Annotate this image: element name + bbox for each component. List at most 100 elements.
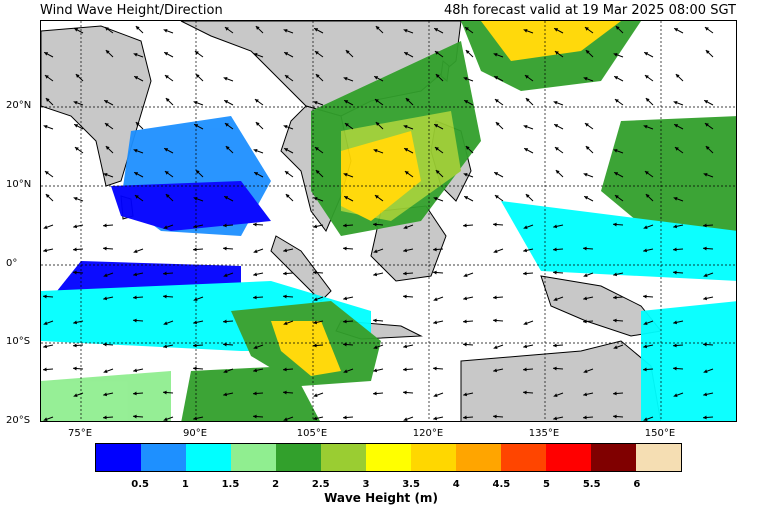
arrow-head [493, 318, 497, 323]
arrow-head [283, 321, 288, 326]
arrow-head [583, 246, 587, 251]
arrow-head [285, 194, 290, 198]
arrow-head [523, 344, 528, 349]
arrow-head [224, 27, 229, 31]
colorbar-tick-label: 3 [362, 479, 370, 490]
arrow-head [104, 27, 109, 31]
arrow-head [673, 393, 678, 398]
arrow-head [223, 392, 228, 397]
arrow-head [403, 124, 408, 129]
arrow-head [463, 415, 467, 420]
arrow-head [165, 98, 170, 102]
arrow-head [613, 345, 618, 350]
colorbar-tick-label: 4.5 [492, 479, 511, 490]
arrow-head [674, 147, 679, 151]
arrow-head [133, 249, 138, 254]
arrow-head [313, 320, 318, 325]
arrow-head [163, 344, 168, 349]
arrow-head [403, 417, 408, 421]
arrow-head [613, 414, 617, 419]
arrow-head [403, 294, 407, 299]
arrow-head [463, 296, 468, 301]
arrow-head [675, 74, 680, 78]
arrow-head [523, 248, 528, 253]
arrow-head [493, 295, 497, 300]
arrow-head [283, 271, 287, 276]
arrow-head [703, 296, 708, 301]
arrow-head [553, 393, 558, 398]
arrow-head [404, 148, 409, 152]
arrow-head [373, 391, 377, 396]
lon-label-90e: 90°E [182, 428, 208, 439]
arrow-head [313, 297, 318, 302]
arrow-head [73, 270, 77, 275]
arrow-head [344, 123, 349, 127]
arrow-head [463, 223, 467, 228]
arrow-head [223, 319, 227, 324]
arrow-head [283, 248, 288, 253]
arrow-head [314, 28, 319, 32]
arrow-head [465, 50, 470, 54]
arrow-head [493, 345, 498, 350]
arrow-head [345, 50, 350, 54]
map-panel[interactable] [40, 20, 737, 422]
colorbar-swatch [411, 444, 456, 471]
arrow-head [525, 194, 530, 198]
arrow-head [254, 99, 259, 103]
arrow-head [405, 98, 410, 102]
arrow-head [44, 52, 49, 56]
arrow-head [584, 123, 589, 127]
arrow-head [283, 28, 288, 33]
arrow-head [673, 366, 677, 371]
land-australia [460, 340, 662, 421]
arrow-head [73, 320, 78, 325]
arrow-head [223, 369, 228, 374]
arrow-head [164, 75, 169, 79]
arrow-head [133, 148, 138, 153]
arrow-head [134, 76, 139, 80]
lon-label-135e: 135°E [528, 428, 560, 439]
arrow-head [195, 170, 200, 174]
wave-height-map [41, 21, 736, 421]
arrow-head [403, 28, 408, 33]
arrow-head [523, 390, 527, 395]
arrow-head [583, 76, 588, 81]
colorbar-swatch [591, 444, 636, 471]
wave-patch-sw-green [181, 366, 320, 421]
arrow-head [643, 248, 648, 253]
arrow-head [104, 100, 109, 104]
arrow-head [163, 417, 168, 421]
arrow-head [134, 195, 139, 199]
arrow-head [43, 248, 48, 253]
arrow-head [523, 367, 527, 372]
arrow-head [163, 294, 167, 299]
arrow-head [283, 367, 287, 372]
arrow-head [614, 99, 619, 103]
arrow-head [524, 75, 529, 79]
arrow-head [133, 295, 137, 300]
arrow-head [223, 246, 227, 251]
arrow-head [374, 99, 379, 103]
colorbar-tick-label: 1 [181, 479, 189, 490]
arrow-head [403, 367, 407, 372]
arrow-head [283, 294, 287, 299]
arrow-head [583, 296, 588, 301]
arrow-head [223, 76, 228, 81]
arrow-head [253, 391, 257, 396]
lon-label-75e: 75°E [67, 428, 93, 439]
arrow-head [73, 393, 78, 398]
colorbar-tick-label: 5.5 [582, 479, 601, 490]
arrow-head [493, 414, 497, 419]
arrow-head [223, 223, 227, 228]
arrow-head [403, 390, 407, 395]
arrow-head [584, 27, 589, 31]
arrow-head [403, 271, 407, 276]
arrow-head [703, 342, 707, 347]
arrow-head [704, 123, 709, 127]
arrow-head [523, 321, 528, 326]
arrow-head [434, 147, 439, 151]
arrow-head [45, 98, 50, 102]
arrow-head [343, 296, 348, 301]
arrow-head [553, 270, 557, 275]
arrow-head [253, 345, 258, 350]
